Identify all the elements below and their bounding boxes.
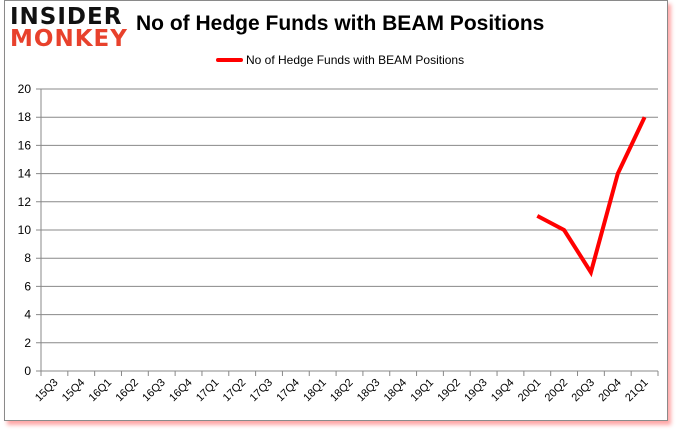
y-tick-label: 12 bbox=[18, 195, 32, 209]
x-tick-label: 16Q3 bbox=[140, 377, 168, 405]
x-tick-label: 20Q2 bbox=[543, 377, 571, 405]
legend-line-swatch-icon bbox=[216, 58, 243, 62]
y-tick-label: 6 bbox=[24, 279, 31, 293]
x-tick-label: 20Q1 bbox=[516, 377, 544, 405]
y-tick-label: 2 bbox=[24, 336, 31, 350]
chart-frame bbox=[4, 0, 668, 421]
x-tick-label: 19Q3 bbox=[462, 377, 490, 405]
insider-monkey-logo: INSIDER MONKEY bbox=[10, 4, 128, 52]
logo-line-2: MONKEY bbox=[10, 26, 128, 52]
legend-label: No of Hedge Funds with BEAM Positions bbox=[246, 53, 465, 67]
x-tick-label: 16Q2 bbox=[113, 377, 141, 405]
y-tick-label: 4 bbox=[24, 308, 31, 322]
y-tick-label: 14 bbox=[18, 167, 32, 181]
x-tick-label: 20Q3 bbox=[570, 377, 598, 405]
x-tick-label: 15Q3 bbox=[33, 377, 61, 405]
x-tick-label: 18Q4 bbox=[382, 377, 410, 405]
x-tick-label: 16Q4 bbox=[167, 377, 195, 405]
x-tick-label: 17Q1 bbox=[194, 377, 222, 405]
x-tick-label: 19Q1 bbox=[409, 377, 437, 405]
x-tick-label: 17Q2 bbox=[221, 377, 249, 405]
x-tick-label: 16Q1 bbox=[87, 377, 115, 405]
chart-title: No of Hedge Funds with BEAM Positions bbox=[136, 12, 545, 35]
y-tick-label: 8 bbox=[24, 251, 31, 265]
y-tick-label: 0 bbox=[24, 364, 31, 378]
x-tick-label: 18Q2 bbox=[328, 377, 356, 405]
chart-legend: No of Hedge Funds with BEAM Positions bbox=[216, 53, 464, 67]
logo-line-1: INSIDER bbox=[10, 4, 123, 30]
x-tick-label: 17Q4 bbox=[274, 377, 302, 405]
x-tick-label: 17Q3 bbox=[248, 377, 276, 405]
x-tick-label: 20Q4 bbox=[596, 377, 624, 405]
x-tick-label: 15Q4 bbox=[60, 377, 88, 405]
x-tick-label: 18Q1 bbox=[301, 377, 329, 405]
x-tick-label: 21Q1 bbox=[623, 377, 651, 405]
y-tick-label: 18 bbox=[18, 110, 32, 124]
y-tick-label: 10 bbox=[18, 223, 32, 237]
data-series-line bbox=[536, 116, 647, 278]
x-tick-label: 19Q4 bbox=[489, 377, 517, 405]
x-tick-label: 18Q3 bbox=[355, 377, 383, 405]
y-tick-label: 20 bbox=[18, 82, 32, 96]
x-tick-label: 19Q2 bbox=[435, 377, 463, 405]
y-tick-label: 16 bbox=[18, 138, 32, 152]
